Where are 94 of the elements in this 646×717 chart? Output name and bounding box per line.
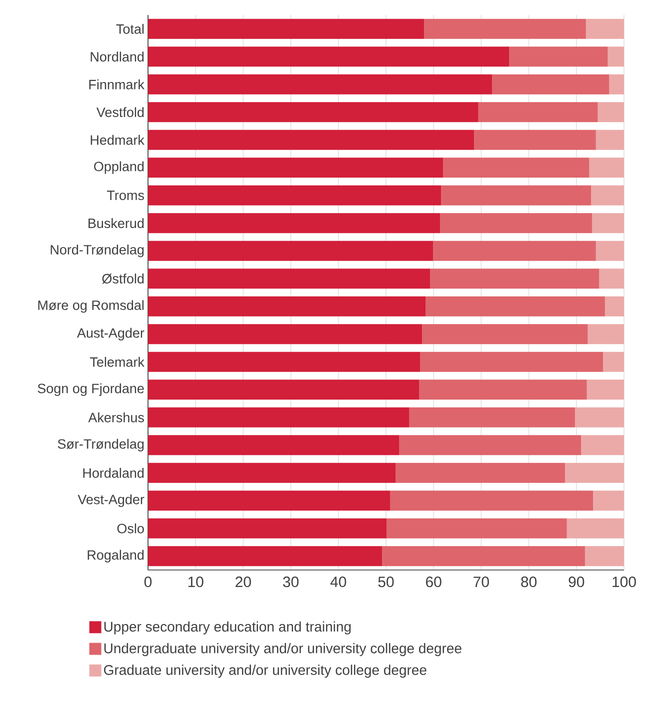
bar: [589, 158, 624, 178]
bar: [148, 102, 478, 122]
y-tick-label: Aust-Agder: [76, 328, 144, 340]
bar: [148, 518, 386, 538]
y-tick-label: Oslo: [117, 523, 144, 534]
bar: [148, 74, 492, 94]
bar: [581, 435, 624, 456]
y-tick-label: Vestfold: [96, 107, 144, 118]
y-tick-label: Østfold: [102, 274, 144, 284]
legend-label: Undergraduate university and/or university college degree: [104, 643, 462, 656]
bar: [596, 240, 624, 261]
x-tick-label: 70: [474, 576, 489, 588]
x-tick-label: 40: [330, 576, 346, 588]
bar: [443, 158, 590, 178]
bar: [564, 462, 624, 483]
bar: [148, 240, 434, 261]
bar: [148, 462, 396, 483]
bar: [390, 490, 594, 511]
bar: [492, 74, 610, 94]
x-tick-label: 50: [378, 576, 394, 588]
bar: [148, 407, 410, 428]
bar: [424, 18, 586, 39]
bar: [609, 74, 624, 94]
bar: [596, 130, 624, 150]
bar: [148, 18, 424, 39]
bar: [399, 435, 582, 456]
y-tick-label: Troms: [107, 190, 144, 200]
bar: [386, 518, 567, 538]
y-tick-label: Vest-Agder: [78, 494, 144, 507]
y-tick-label: Hedmark: [90, 134, 144, 145]
bar: [148, 296, 426, 316]
bar: [592, 213, 624, 234]
bar: [599, 268, 624, 289]
bar: [148, 352, 420, 372]
y-tick-label: Total: [116, 24, 144, 34]
y-tick-label: Nordland: [90, 52, 144, 62]
bar: [148, 380, 420, 400]
bar: [593, 490, 624, 511]
bar: [148, 46, 510, 67]
bar: [148, 435, 400, 456]
x-tick-label: 100: [612, 576, 636, 588]
bar: [148, 490, 390, 511]
y-tick-label: Oppland: [94, 161, 144, 174]
bar: [148, 185, 442, 206]
y-tick-label: Rogaland: [88, 550, 144, 562]
bar: [433, 240, 596, 261]
bar: [148, 546, 382, 566]
y-tick-label: Hordaland: [83, 468, 144, 478]
bar: [440, 213, 592, 234]
bar: [478, 102, 598, 122]
bar: [566, 518, 624, 538]
y-tick-label: Sør-Trøndelag: [58, 438, 144, 452]
bar: [474, 130, 596, 150]
bar: [598, 102, 624, 122]
y-tick-label: Telemark: [90, 356, 144, 367]
bar: [148, 324, 422, 344]
bar: [419, 380, 587, 400]
bar: [586, 380, 624, 400]
bar: [509, 46, 608, 67]
bar: [586, 18, 624, 39]
y-tick-label: Møre og Romsdal: [38, 300, 144, 313]
bar: [396, 462, 565, 483]
bar: [426, 296, 605, 316]
bar: [604, 296, 624, 316]
bar: [382, 546, 585, 566]
bar: [591, 185, 624, 206]
bar: [420, 352, 604, 372]
bar: [422, 324, 588, 344]
bar: [603, 352, 624, 372]
legend-label: Upper secondary education and training: [104, 621, 351, 634]
x-tick-label: 80: [521, 576, 537, 588]
x-tick-label: 20: [236, 576, 251, 588]
x-tick-label: 90: [568, 576, 584, 588]
bar: [584, 546, 624, 566]
bar: [430, 268, 600, 289]
bar: [409, 407, 575, 428]
bar: [608, 46, 624, 67]
bar: [574, 407, 624, 428]
x-tick-label: 10: [188, 576, 204, 588]
x-tick-label: 60: [426, 576, 442, 588]
bar: [148, 268, 430, 289]
legend-label: Graduate university and/or university college degree: [104, 664, 426, 678]
y-tick-label: Akershus: [88, 412, 144, 422]
bar: [148, 130, 474, 150]
bar: [148, 213, 440, 234]
bar: [588, 324, 624, 344]
bar: [148, 158, 444, 178]
y-tick-label: Buskerud: [88, 218, 144, 228]
y-tick-label: Nord-Trøndelag: [50, 244, 144, 258]
bar: [441, 185, 592, 206]
x-tick-label: 30: [283, 576, 299, 588]
y-tick-label: Finnmark: [89, 79, 144, 90]
x-tick-label: 0: [144, 576, 152, 588]
y-tick-label: Sogn og Fjordane: [38, 383, 144, 396]
